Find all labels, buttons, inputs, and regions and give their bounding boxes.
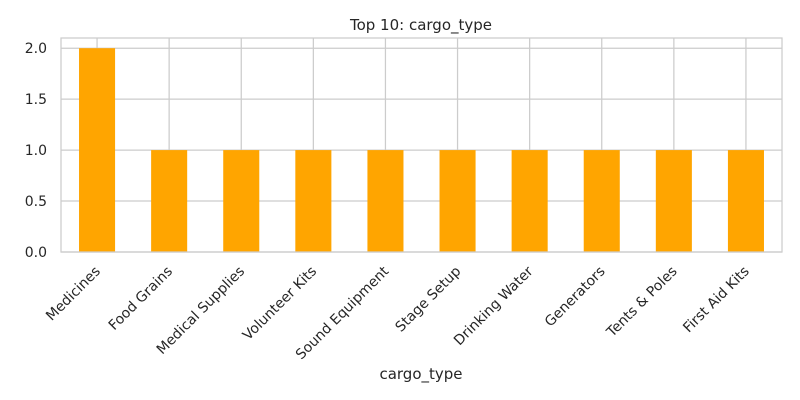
- y-tick-label: 2.0: [25, 41, 47, 57]
- x-tick-label: Generators: [542, 264, 609, 331]
- plot-frame: [60, 37, 783, 253]
- bar-tents-poles: [655, 150, 692, 252]
- x-axis-label: cargo_type: [379, 365, 462, 384]
- chart-title: Top 10: cargo_type: [349, 16, 492, 35]
- bar-stage-setup: [439, 150, 476, 252]
- bars: [79, 48, 764, 252]
- y-tick-label: 0.0: [25, 245, 47, 261]
- x-tick-label: Food Grains: [106, 264, 176, 334]
- bar-volunteer-kits: [295, 150, 332, 252]
- x-tick-label: Drinking Water: [451, 263, 537, 349]
- bar-medical-supplies: [223, 150, 260, 252]
- y-tick-label: 1.0: [25, 143, 47, 159]
- x-tick-label: Tents & Poles: [603, 264, 680, 341]
- bar-drinking-water: [511, 150, 548, 252]
- x-tick-label: Volunteer Kits: [240, 264, 320, 344]
- y-axis-ticks: 0.0 0.5 1.0 1.5 2.0: [25, 41, 47, 261]
- x-tick-label: Stage Setup: [392, 263, 464, 335]
- y-tick-label: 0.5: [25, 194, 47, 210]
- bar-sound-equipment: [367, 150, 404, 252]
- y-tick-label: 1.5: [25, 92, 47, 108]
- x-tick-label: Medicines: [43, 264, 104, 325]
- bar-generators: [583, 150, 620, 252]
- bar-food-grains: [151, 150, 188, 252]
- bar-first-aid-kits: [727, 150, 764, 252]
- bar-medicines: [79, 48, 116, 252]
- x-tick-label: First Aid Kits: [680, 264, 753, 337]
